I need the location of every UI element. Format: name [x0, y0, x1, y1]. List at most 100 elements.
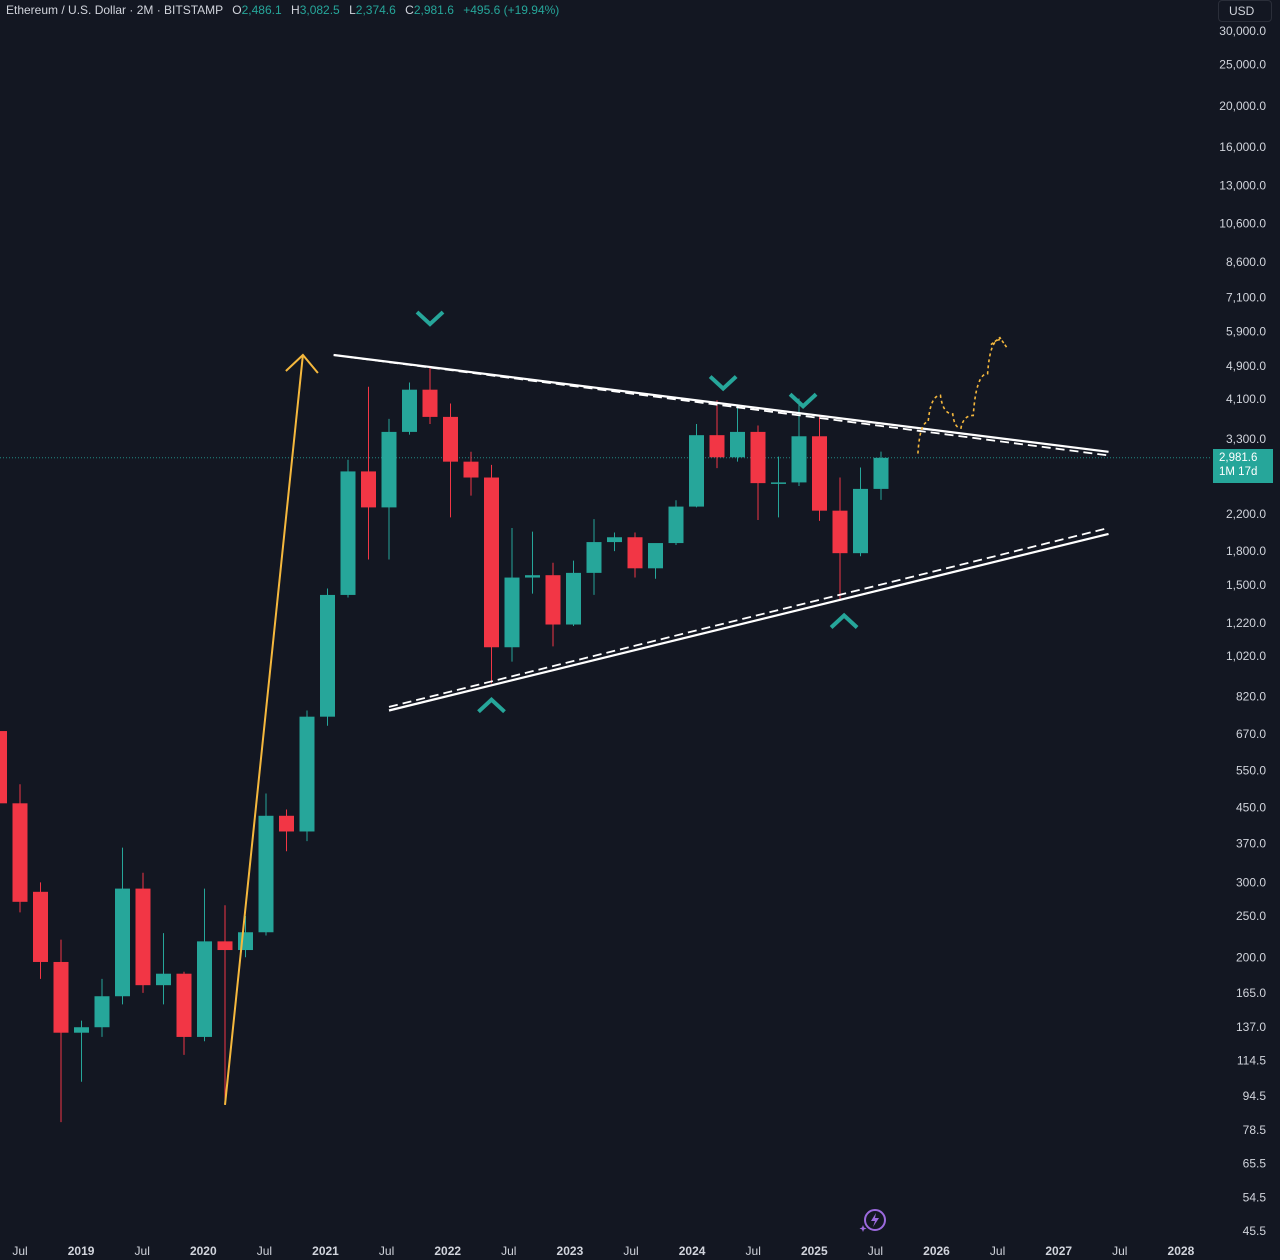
- price-tick-label: 114.5: [1237, 1053, 1266, 1067]
- currency-button[interactable]: USD: [1218, 0, 1272, 22]
- time-tick-label: 2021: [312, 1244, 339, 1258]
- candle: [94, 978, 110, 1037]
- candle: [463, 451, 479, 496]
- candle: [0, 731, 7, 804]
- candle: [115, 847, 130, 1005]
- candle: [873, 451, 889, 500]
- price-tick-label: 45.5: [1243, 1224, 1267, 1238]
- low-label: L: [349, 3, 356, 17]
- price-tick-label: 250.0: [1236, 909, 1266, 923]
- candle: [853, 467, 868, 557]
- candle: [320, 588, 335, 726]
- candle: [648, 543, 663, 579]
- candle-body: [53, 961, 69, 1033]
- candle-body: [709, 435, 725, 458]
- price-tick-label: 550.0: [1236, 763, 1266, 777]
- time-tick-label: Jul: [12, 1244, 27, 1258]
- candle: [504, 527, 520, 662]
- candle: [607, 532, 622, 552]
- symbol-title: Ethereum / U.S. Dollar · 2M · BITSTAMP: [6, 3, 223, 17]
- candle: [750, 425, 766, 520]
- candle: [832, 477, 848, 599]
- price-tick-label: 8,600.0: [1226, 255, 1266, 269]
- chart-header: Ethereum / U.S. Dollar · 2M · BITSTAMP O…: [6, 3, 559, 17]
- change-value: +495.6 (+19.94%): [463, 3, 560, 17]
- candle-body: [115, 888, 130, 997]
- tradingview-assistant-icon[interactable]: [858, 1207, 888, 1235]
- candle-body: [730, 431, 745, 458]
- time-tick-label: Jul: [623, 1244, 638, 1258]
- candle: [627, 532, 643, 578]
- price-tick-label: 300.0: [1236, 875, 1266, 889]
- close-value: 2,981.6: [413, 3, 454, 17]
- projection-path: [917, 338, 1001, 454]
- price-tick-label: 78.5: [1243, 1123, 1267, 1137]
- price-tick-label: 1,800.0: [1226, 544, 1266, 558]
- candle: [730, 404, 745, 462]
- time-tick-label: 2026: [923, 1244, 950, 1258]
- time-tick-label: 2024: [679, 1244, 706, 1258]
- time-tick-label: 2023: [557, 1244, 584, 1258]
- candle: [484, 464, 499, 684]
- candle-body: [791, 436, 807, 483]
- candle-body: [566, 572, 581, 625]
- candle: [709, 400, 725, 469]
- price-tick-label: 4,100.0: [1226, 392, 1266, 406]
- candle-body: [750, 431, 766, 484]
- candle-body: [504, 577, 520, 648]
- candle-body: [217, 941, 233, 951]
- candle-body: [197, 941, 212, 1037]
- swing-high-marker: [415, 310, 445, 327]
- candle-body: [176, 973, 192, 1037]
- candle: [12, 784, 28, 913]
- time-tick-label: 2020: [190, 1244, 217, 1258]
- time-tick-label: 2022: [434, 1244, 461, 1258]
- candle-body: [299, 716, 315, 832]
- candle-body: [607, 537, 622, 543]
- price-tick-label: 200.0: [1236, 950, 1266, 964]
- time-tick-label: 2028: [1168, 1244, 1195, 1258]
- price-tick-label: 1,220.0: [1226, 616, 1266, 630]
- candle-body: [74, 1027, 89, 1033]
- price-tick-label: 16,000.0: [1219, 140, 1266, 154]
- price-tick-label: 370.0: [1236, 837, 1266, 851]
- dashed-trendline: [388, 527, 1109, 708]
- candle: [566, 560, 581, 627]
- candle-body: [689, 435, 704, 507]
- price-tick-label: 10,600.0: [1219, 216, 1266, 230]
- candle-body: [443, 416, 458, 462]
- candle: [443, 403, 458, 518]
- candle-body: [156, 973, 171, 986]
- candle-body: [771, 482, 786, 484]
- time-tick-label: Jul: [135, 1244, 150, 1258]
- price-tick-label: 94.5: [1243, 1089, 1267, 1103]
- candle: [668, 500, 684, 546]
- time-tick-label: Jul: [746, 1244, 761, 1258]
- candle-body: [812, 436, 827, 511]
- time-tick-label: 2027: [1045, 1244, 1072, 1258]
- candle: [33, 882, 48, 979]
- candle: [156, 933, 171, 1005]
- time-tick-label: Jul: [501, 1244, 516, 1258]
- candle: [381, 418, 397, 560]
- candle: [135, 872, 151, 993]
- price-tick-label: 54.5: [1243, 1191, 1267, 1205]
- rally-arrow-line: [224, 354, 304, 1106]
- candle-body: [484, 477, 499, 648]
- swing-low-marker: [477, 696, 506, 714]
- candle-body: [381, 431, 397, 508]
- candle: [689, 423, 704, 508]
- close-label: C: [405, 3, 414, 17]
- candle-body: [361, 471, 376, 508]
- candle-body: [238, 932, 253, 951]
- swing-high-marker: [708, 375, 738, 392]
- candle: [545, 562, 561, 647]
- candle-body: [340, 471, 356, 595]
- price-tick-label: 4,900.0: [1226, 359, 1266, 373]
- trendline: [388, 532, 1109, 712]
- rally-arrow-head: [285, 353, 319, 374]
- candle: [402, 382, 417, 435]
- low-value: 2,374.6: [355, 3, 396, 17]
- projection-arrow-head: [990, 336, 1008, 349]
